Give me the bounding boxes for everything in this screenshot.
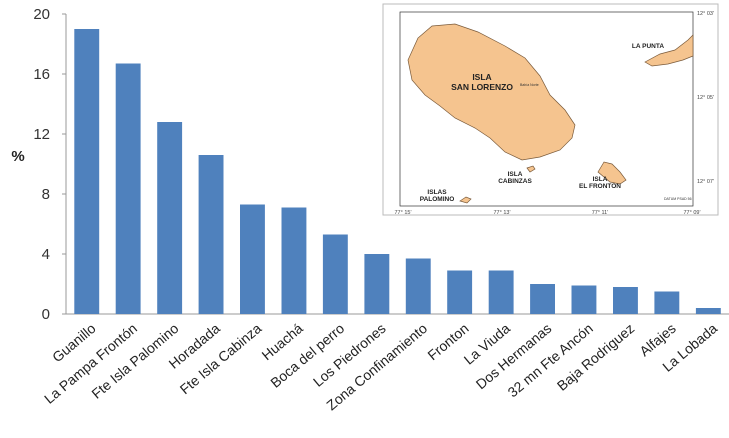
lat-tick-2: 12° 05' <box>697 95 714 101</box>
bar-0 <box>74 29 100 314</box>
lat-tick-1: 12° 03' <box>697 11 714 17</box>
y-tick-label-2: 8 <box>42 186 50 203</box>
bar-6 <box>322 234 348 314</box>
bars <box>74 29 721 314</box>
lon-tick-4: 77° 09' <box>683 210 700 216</box>
isla-san-lorenzo-shape <box>407 23 576 161</box>
isla-el-fronton-shape <box>597 161 627 185</box>
bar-7 <box>364 254 390 314</box>
y-tick-label-1: 4 <box>42 246 50 263</box>
bar-10 <box>488 270 514 314</box>
label-isla-san-lorenzo-2: SAN LORENZO <box>451 82 513 92</box>
bar-3 <box>198 155 224 314</box>
bar-12 <box>571 285 597 314</box>
bar-4 <box>240 204 265 314</box>
y-axis-label: % <box>11 148 24 165</box>
isla-cabinzas-shape <box>526 165 536 173</box>
inset-map: LA PUNTA ISLA SAN LORENZO Bahía Norte IS… <box>382 3 719 216</box>
y-tick-label-0: 0 <box>42 306 50 323</box>
bar-1 <box>115 63 141 314</box>
y-tick-labels: 0 4 8 12 16 20 <box>33 6 66 323</box>
bar-15 <box>695 308 721 314</box>
label-isla-cabinzas-1: ISLA <box>508 171 523 178</box>
label-isla-san-lorenzo-1: ISLA <box>472 72 491 82</box>
la-punta-shape <box>644 34 694 67</box>
lon-tick-3: 77° 11' <box>592 210 609 216</box>
y-tick-label-5: 20 <box>33 6 50 23</box>
label-islas-palomino-1: ISLAS <box>427 189 447 196</box>
bar-8 <box>405 258 431 314</box>
lon-tick-1: 77° 15' <box>394 210 411 216</box>
bar-13 <box>613 287 638 314</box>
label-islas-palomino-2: PALOMINO <box>420 196 455 203</box>
label-isla-el-fronton-2: EL FRONTON <box>579 183 621 190</box>
label-isla-el-fronton-1: ISLA <box>593 176 608 183</box>
lon-tick-2: 77° 13' <box>493 210 510 216</box>
y-tick-label-4: 16 <box>33 66 50 83</box>
bar-2 <box>157 122 183 314</box>
islas-palomino-shape <box>459 196 472 204</box>
bar-11 <box>530 284 555 314</box>
bar-5 <box>281 207 307 314</box>
label-credit: DATUM PSAD 56 <box>664 197 692 201</box>
bar-9 <box>447 270 473 314</box>
bar-14 <box>654 291 680 314</box>
y-tick-label-3: 12 <box>33 126 50 143</box>
label-isla-cabinzas-2: CABINZAS <box>498 178 532 185</box>
label-small-note: Bahía Norte <box>520 83 539 87</box>
lat-tick-3: 12° 07' <box>697 179 714 185</box>
label-la-punta: LA PUNTA <box>632 43 664 50</box>
